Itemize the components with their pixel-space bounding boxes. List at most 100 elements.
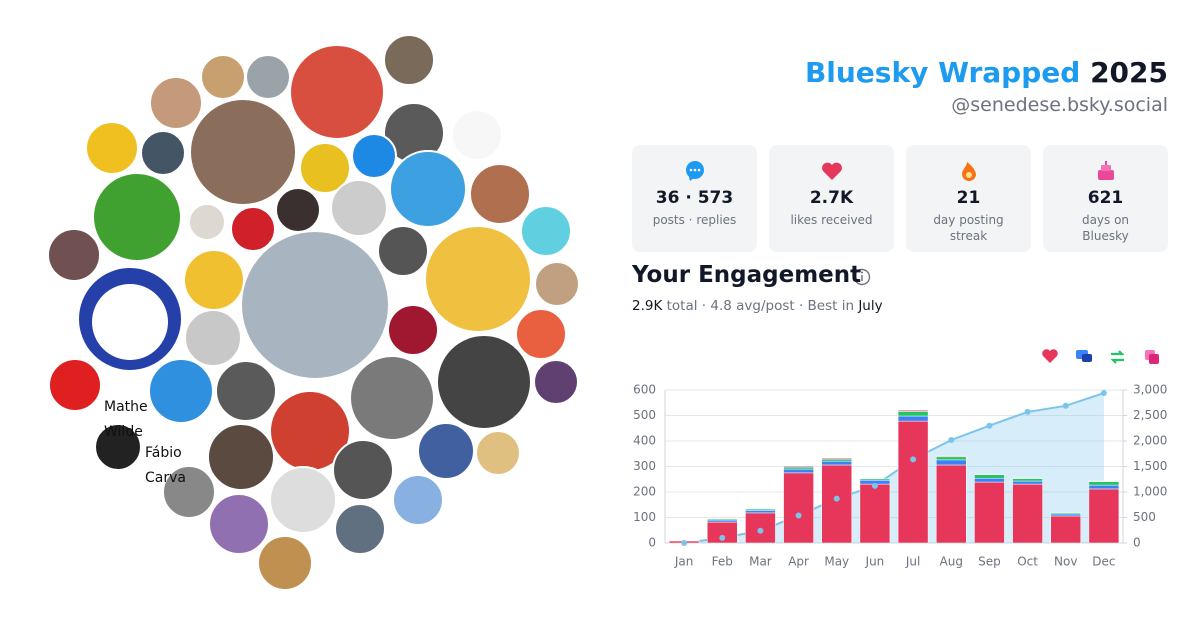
avatar[interactable]	[269, 466, 337, 534]
x-tick-label: Jan	[674, 555, 694, 569]
x-tick-label: Nov	[1054, 555, 1077, 569]
avatar[interactable]	[377, 225, 429, 277]
avatar[interactable]	[207, 423, 275, 491]
bar-segment	[936, 464, 967, 544]
y2-tick-label: 0	[1133, 536, 1141, 550]
stat-label: day posting streak	[933, 213, 1004, 243]
cumulative-point	[757, 527, 764, 534]
avatar[interactable]	[332, 439, 394, 501]
avatar[interactable]	[534, 261, 580, 307]
avatar[interactable]	[475, 430, 521, 476]
stat-value: 21	[956, 188, 981, 208]
avatar[interactable]	[387, 304, 439, 356]
avatar[interactable]	[85, 121, 139, 175]
avatar[interactable]	[162, 465, 216, 519]
bar-segment	[897, 420, 929, 544]
total: 2.9K	[632, 298, 663, 314]
avatar[interactable]	[208, 493, 270, 555]
bar-segment	[936, 456, 967, 461]
cumulative-point	[1100, 390, 1107, 397]
bar-segment	[1012, 480, 1043, 485]
avatar[interactable]	[389, 150, 467, 228]
info-circle[interactable]	[853, 268, 871, 286]
legend-quotes-icon[interactable]	[1149, 354, 1159, 364]
broken-avatar-alt: Wilde	[104, 424, 143, 440]
y2-tick-label: 2,000	[1133, 434, 1167, 448]
avatar[interactable]	[245, 54, 291, 100]
x-tick-label: Oct	[1017, 555, 1038, 569]
avatar[interactable]	[184, 309, 242, 367]
stat-card: 2.7K likes received	[769, 145, 894, 252]
avatar[interactable]	[289, 44, 385, 140]
avatar[interactable]	[200, 54, 246, 100]
avatar[interactable]	[469, 163, 531, 225]
y2-tick-label: 500	[1133, 510, 1156, 524]
avatar[interactable]	[515, 308, 567, 360]
avatar[interactable]	[215, 360, 277, 422]
avatar[interactable]	[188, 203, 226, 241]
cumulative-point	[795, 512, 802, 519]
avatar[interactable]	[533, 359, 579, 405]
bar-segment	[974, 481, 1005, 544]
avatar[interactable]	[351, 133, 397, 179]
avatar[interactable]	[334, 503, 386, 555]
title: Bluesky Wrapped 2025	[805, 56, 1168, 89]
stat-value: 2.7K	[809, 188, 854, 208]
handle: @senedese.bsky.social	[951, 94, 1168, 116]
avatar[interactable]	[47, 228, 101, 282]
title-brand: Bluesky Wrapped	[804, 56, 1081, 89]
cumulative-point	[986, 422, 993, 429]
avatar[interactable]	[92, 172, 182, 262]
bar-segment	[974, 474, 1005, 479]
avatar[interactable]	[240, 230, 390, 380]
y-tick-label: 400	[633, 434, 656, 448]
bar-segment	[859, 478, 891, 481]
avatar[interactable]	[299, 142, 351, 194]
legend-reposts-icon[interactable]	[1110, 350, 1125, 364]
bar-segment	[1050, 512, 1081, 515]
avatar[interactable]	[424, 225, 532, 333]
cumulative-point	[1024, 408, 1031, 415]
x-tick-label: Jun	[865, 555, 885, 569]
stat-icon	[821, 162, 842, 180]
avatar[interactable]	[149, 76, 203, 130]
bar-segment	[974, 473, 1005, 475]
avatar[interactable]	[48, 358, 102, 412]
avatar[interactable]	[451, 109, 503, 161]
avatar[interactable]	[148, 358, 214, 424]
avatar[interactable]	[230, 206, 276, 252]
avatar[interactable]	[520, 205, 572, 257]
info-icon[interactable]	[853, 268, 871, 286]
x-tick-label: Feb	[712, 555, 733, 569]
avatar[interactable]	[189, 98, 297, 206]
bar-segment	[783, 466, 814, 470]
bar-segment	[745, 510, 776, 514]
avatar[interactable]	[417, 422, 475, 480]
avatar[interactable]	[183, 249, 245, 311]
y2-tick-label: 1,000	[1133, 485, 1167, 499]
avatar[interactable]	[330, 179, 388, 237]
avatar[interactable]	[349, 355, 435, 441]
bar-segment	[974, 477, 1005, 483]
cumulative-point	[910, 456, 917, 463]
avatar[interactable]	[140, 130, 186, 176]
bar-segment	[1088, 488, 1120, 544]
avatar[interactable]	[392, 474, 444, 526]
stat-label: posts · replies	[652, 213, 737, 227]
avatar[interactable]	[275, 187, 321, 233]
avatar[interactable]	[94, 423, 142, 471]
cumulative-point	[719, 534, 726, 541]
avatar-face	[92, 284, 168, 360]
x-tick-label: Dec	[1092, 555, 1115, 569]
x-tick-label: Jul	[905, 555, 920, 569]
avatar[interactable]	[257, 535, 313, 591]
bar-segment	[1050, 515, 1081, 544]
broken-avatar-alt: Carva	[145, 470, 186, 486]
avatar[interactable]	[436, 334, 532, 430]
stat-icon	[685, 161, 704, 181]
legend-likes-icon[interactable]	[1042, 349, 1058, 363]
stat-value: 621	[1087, 188, 1124, 208]
avatar[interactable]	[383, 34, 435, 86]
avatar[interactable]	[25, 279, 63, 317]
